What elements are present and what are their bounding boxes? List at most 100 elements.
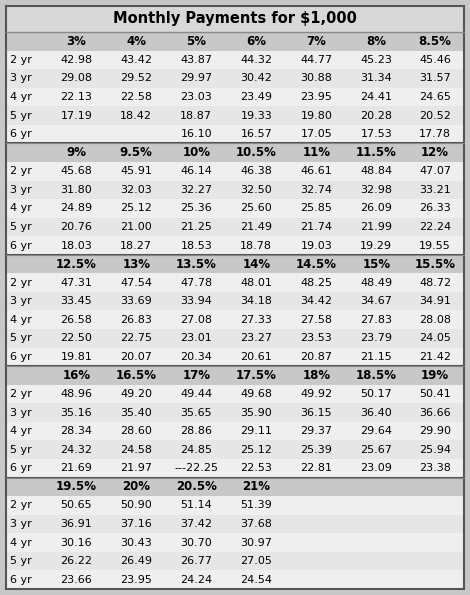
Text: 21.69: 21.69 xyxy=(60,464,92,473)
Text: 6%: 6% xyxy=(246,35,266,48)
Text: 36.66: 36.66 xyxy=(419,408,451,418)
Text: 25.12: 25.12 xyxy=(240,444,272,455)
Text: 45.91: 45.91 xyxy=(120,166,152,176)
Text: 9.5%: 9.5% xyxy=(120,146,153,159)
Text: 26.49: 26.49 xyxy=(120,556,152,566)
Bar xyxy=(6,69,464,87)
Text: 23.49: 23.49 xyxy=(240,92,272,102)
Text: 2 yr: 2 yr xyxy=(10,278,32,287)
Text: 33.69: 33.69 xyxy=(120,296,152,306)
Text: 50.17: 50.17 xyxy=(360,389,392,399)
Text: 32.27: 32.27 xyxy=(180,185,212,195)
Text: 30.43: 30.43 xyxy=(120,538,152,547)
Text: 48.72: 48.72 xyxy=(419,278,451,287)
Text: 32.03: 32.03 xyxy=(120,185,152,195)
Bar xyxy=(6,440,464,459)
Text: 5 yr: 5 yr xyxy=(10,333,32,343)
Bar xyxy=(6,143,464,162)
Text: Monthly Payments for $1,000: Monthly Payments for $1,000 xyxy=(113,11,357,27)
Text: 23.01: 23.01 xyxy=(180,333,212,343)
Text: 21.15: 21.15 xyxy=(360,352,392,362)
Text: 26.22: 26.22 xyxy=(60,556,92,566)
Text: 20.07: 20.07 xyxy=(120,352,152,362)
Text: 33.21: 33.21 xyxy=(419,185,451,195)
Text: 4 yr: 4 yr xyxy=(10,315,32,325)
Text: 17.05: 17.05 xyxy=(300,129,332,139)
Text: 43.42: 43.42 xyxy=(120,55,152,65)
Text: 6 yr: 6 yr xyxy=(10,129,32,139)
Text: 22.81: 22.81 xyxy=(300,464,332,473)
Text: 51.39: 51.39 xyxy=(241,500,272,511)
Text: 49.20: 49.20 xyxy=(120,389,152,399)
Text: 50.90: 50.90 xyxy=(120,500,152,511)
Text: 36.15: 36.15 xyxy=(300,408,332,418)
Text: 23.38: 23.38 xyxy=(419,464,451,473)
Text: 32.98: 32.98 xyxy=(360,185,392,195)
Text: 48.84: 48.84 xyxy=(360,166,392,176)
Bar xyxy=(6,255,464,273)
Bar xyxy=(6,552,464,571)
Text: 2 yr: 2 yr xyxy=(10,55,32,65)
Text: 28.86: 28.86 xyxy=(180,426,212,436)
Text: 27.33: 27.33 xyxy=(240,315,272,325)
Text: 5 yr: 5 yr xyxy=(10,444,32,455)
Text: 3 yr: 3 yr xyxy=(10,185,32,195)
Text: 11.5%: 11.5% xyxy=(356,146,397,159)
Text: 29.97: 29.97 xyxy=(180,73,212,83)
Text: 19.03: 19.03 xyxy=(300,240,332,250)
Bar xyxy=(6,571,464,589)
Text: 21.97: 21.97 xyxy=(120,464,152,473)
Text: 14%: 14% xyxy=(242,258,270,271)
Text: 45.23: 45.23 xyxy=(360,55,392,65)
Text: 20.5%: 20.5% xyxy=(176,480,217,493)
Bar xyxy=(6,273,464,292)
Text: 36.91: 36.91 xyxy=(61,519,92,529)
Text: 30.70: 30.70 xyxy=(180,538,212,547)
Text: 35.65: 35.65 xyxy=(180,408,212,418)
Text: 22.50: 22.50 xyxy=(60,333,92,343)
Text: 31.34: 31.34 xyxy=(360,73,392,83)
Text: 20%: 20% xyxy=(122,480,150,493)
Text: 34.67: 34.67 xyxy=(360,296,392,306)
Text: 35.40: 35.40 xyxy=(120,408,152,418)
Text: 45.46: 45.46 xyxy=(419,55,451,65)
Text: 34.18: 34.18 xyxy=(240,296,272,306)
Text: 46.61: 46.61 xyxy=(300,166,332,176)
Text: 46.14: 46.14 xyxy=(180,166,212,176)
Text: 23.66: 23.66 xyxy=(61,575,92,585)
Text: 48.96: 48.96 xyxy=(60,389,92,399)
Text: 19.5%: 19.5% xyxy=(56,480,97,493)
Text: 24.05: 24.05 xyxy=(419,333,451,343)
Text: 22.13: 22.13 xyxy=(60,92,92,102)
Text: 25.94: 25.94 xyxy=(419,444,451,455)
Text: 37.16: 37.16 xyxy=(120,519,152,529)
Bar xyxy=(6,87,464,107)
Text: ---22.25: ---22.25 xyxy=(174,464,218,473)
Text: 51.14: 51.14 xyxy=(180,500,212,511)
Text: 18.03: 18.03 xyxy=(61,240,92,250)
Text: 24.58: 24.58 xyxy=(120,444,152,455)
Text: 25.60: 25.60 xyxy=(241,203,272,214)
Text: 30.88: 30.88 xyxy=(300,73,332,83)
Text: 8.5%: 8.5% xyxy=(419,35,452,48)
Text: 30.97: 30.97 xyxy=(240,538,272,547)
Text: 25.39: 25.39 xyxy=(300,444,332,455)
Text: 3%: 3% xyxy=(66,35,86,48)
Text: 18.27: 18.27 xyxy=(120,240,152,250)
Bar xyxy=(6,347,464,366)
Text: 24.41: 24.41 xyxy=(360,92,392,102)
Text: 5 yr: 5 yr xyxy=(10,111,32,121)
Text: 49.44: 49.44 xyxy=(180,389,212,399)
Text: 22.24: 22.24 xyxy=(419,222,451,232)
Text: 19.81: 19.81 xyxy=(60,352,92,362)
Text: 29.64: 29.64 xyxy=(360,426,392,436)
Text: 49.92: 49.92 xyxy=(300,389,332,399)
Text: 33.94: 33.94 xyxy=(180,296,212,306)
Text: 2 yr: 2 yr xyxy=(10,166,32,176)
Text: 29.52: 29.52 xyxy=(120,73,152,83)
Text: 11%: 11% xyxy=(302,146,330,159)
Text: 17.19: 17.19 xyxy=(60,111,92,121)
Text: 37.68: 37.68 xyxy=(240,519,272,529)
Text: 25.36: 25.36 xyxy=(180,203,212,214)
Text: 26.09: 26.09 xyxy=(360,203,392,214)
